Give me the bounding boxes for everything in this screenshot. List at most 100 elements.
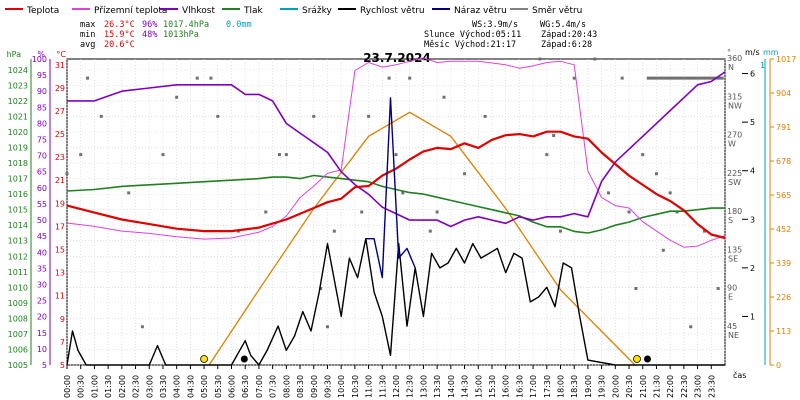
tick-x: 13:00 (419, 375, 428, 398)
dir-dot (86, 76, 90, 80)
stats-max-temp: 26.3°C (104, 20, 135, 30)
tick-x: 08:00 (282, 375, 291, 398)
unit-pct: % (37, 50, 45, 59)
info-sunset: Západ:20:43 (541, 30, 597, 40)
tick-pct: 75 (37, 136, 47, 145)
stats-max-press: 1017.4hPa (163, 20, 209, 30)
tick-x: 22:00 (666, 375, 675, 398)
tick-x: 11:30 (378, 375, 387, 398)
dir-dot (696, 76, 700, 80)
series-line-vlhkost (67, 71, 726, 228)
tick-rad: 226 (776, 293, 791, 302)
dir-dot (712, 76, 716, 80)
tick-degc: 13 (55, 269, 65, 278)
tick-x: 20:00 (611, 375, 620, 398)
dir-dot (649, 76, 653, 80)
dir-dot (674, 76, 678, 80)
tick-x: 02:30 (132, 375, 141, 398)
tick-degc: 25 (55, 130, 65, 139)
tick-rad: 791 (776, 123, 791, 132)
dir-dot (195, 76, 199, 80)
unit-ms: m/s (745, 48, 760, 57)
stats-avg-label: avg (80, 40, 95, 50)
dir-dot (216, 114, 220, 118)
tick-dir-name: E (728, 293, 733, 302)
dir-dot (679, 76, 683, 80)
dir-dot (687, 76, 691, 80)
tick-degc: 23 (55, 153, 65, 162)
series-line-tlak (66, 174, 725, 234)
series-line-teplota (66, 130, 726, 240)
tick-pct: 45 (37, 232, 47, 241)
tick-ms: 3 (750, 215, 755, 224)
stats-max-hum: 96% (142, 20, 157, 30)
dir-dot (704, 76, 708, 80)
series-line-přízemní-teplota (66, 57, 726, 248)
tick-x: 07:30 (269, 375, 278, 398)
axes: 1024102310221021102010191018101710161015… (7, 48, 797, 398)
tick-degc: 11 (55, 292, 65, 301)
dir-dot (654, 172, 658, 176)
tick-degc: 19 (55, 199, 65, 208)
dir-dot (428, 229, 432, 233)
tick-rad: 0 (776, 361, 781, 370)
tick-x: 12:00 (392, 375, 401, 398)
tick-degc: 29 (55, 84, 65, 93)
tick-pct: 85 (37, 103, 47, 112)
tick-pct: 25 (37, 297, 47, 306)
tick-hpa: 1005 (8, 361, 28, 370)
dir-dot (545, 153, 549, 157)
dir-dot (360, 210, 364, 214)
tick-pct: 70 (37, 152, 47, 161)
tick-x: 23:00 (694, 375, 703, 398)
dir-dot (483, 114, 487, 118)
dir-dot (606, 191, 610, 195)
dir-dot (709, 76, 713, 80)
tick-x: 18:00 (557, 375, 566, 398)
tick-x: 23:30 (707, 375, 716, 398)
dir-dot (716, 287, 720, 290)
tick-hpa: 1008 (8, 314, 28, 323)
tick-x: 22:30 (680, 375, 689, 398)
tick-x: 16:30 (515, 375, 524, 398)
dir-dot (627, 210, 631, 214)
tick-x: 03:00 (145, 375, 154, 398)
tick-hpa: 1021 (8, 112, 28, 121)
dir-dot (660, 76, 664, 80)
dir-dot (325, 325, 329, 329)
tick-degc: 15 (55, 246, 65, 255)
legend-label: Náraz větru (454, 6, 507, 16)
tick-x: 19:30 (598, 375, 607, 398)
tick-dir-name: NE (728, 331, 739, 340)
dir-dot (140, 325, 144, 329)
tick-x: 19:00 (584, 375, 593, 398)
dir-dot (394, 153, 398, 157)
tick-hpa: 1024 (8, 66, 28, 75)
tick-rad: 113 (776, 327, 791, 336)
sunrise-marker (200, 355, 209, 363)
stats-avg-temp: 20.6°C (104, 40, 135, 50)
tick-dir: 225 (727, 169, 742, 178)
tick-degc: 5 (60, 361, 65, 370)
tick-x: 04:00 (173, 375, 182, 398)
tick-x: 02:00 (118, 375, 127, 398)
tick-rad: 1017 (776, 55, 796, 64)
tick-x: 06:30 (241, 375, 250, 398)
dir-dot (671, 76, 675, 80)
tick-rad: 452 (776, 225, 791, 234)
tick-hpa: 1018 (8, 159, 28, 168)
tick-rad: 678 (776, 157, 791, 166)
sunset-marker (633, 355, 641, 363)
tick-hpa: 1020 (8, 128, 28, 137)
tick-pct: 100 (32, 55, 47, 64)
stats-min-hum: 48% (142, 30, 157, 40)
dir-dot (284, 153, 288, 157)
dir-dot (663, 76, 667, 80)
dir-dot (620, 76, 624, 80)
tick-dir-name: SW (728, 178, 741, 187)
dir-dot (661, 248, 665, 252)
tick-x: 15:30 (488, 375, 497, 398)
x-axis-label: čas (733, 370, 746, 380)
dir-dot (701, 76, 705, 80)
unit-dir: ° (727, 48, 731, 57)
